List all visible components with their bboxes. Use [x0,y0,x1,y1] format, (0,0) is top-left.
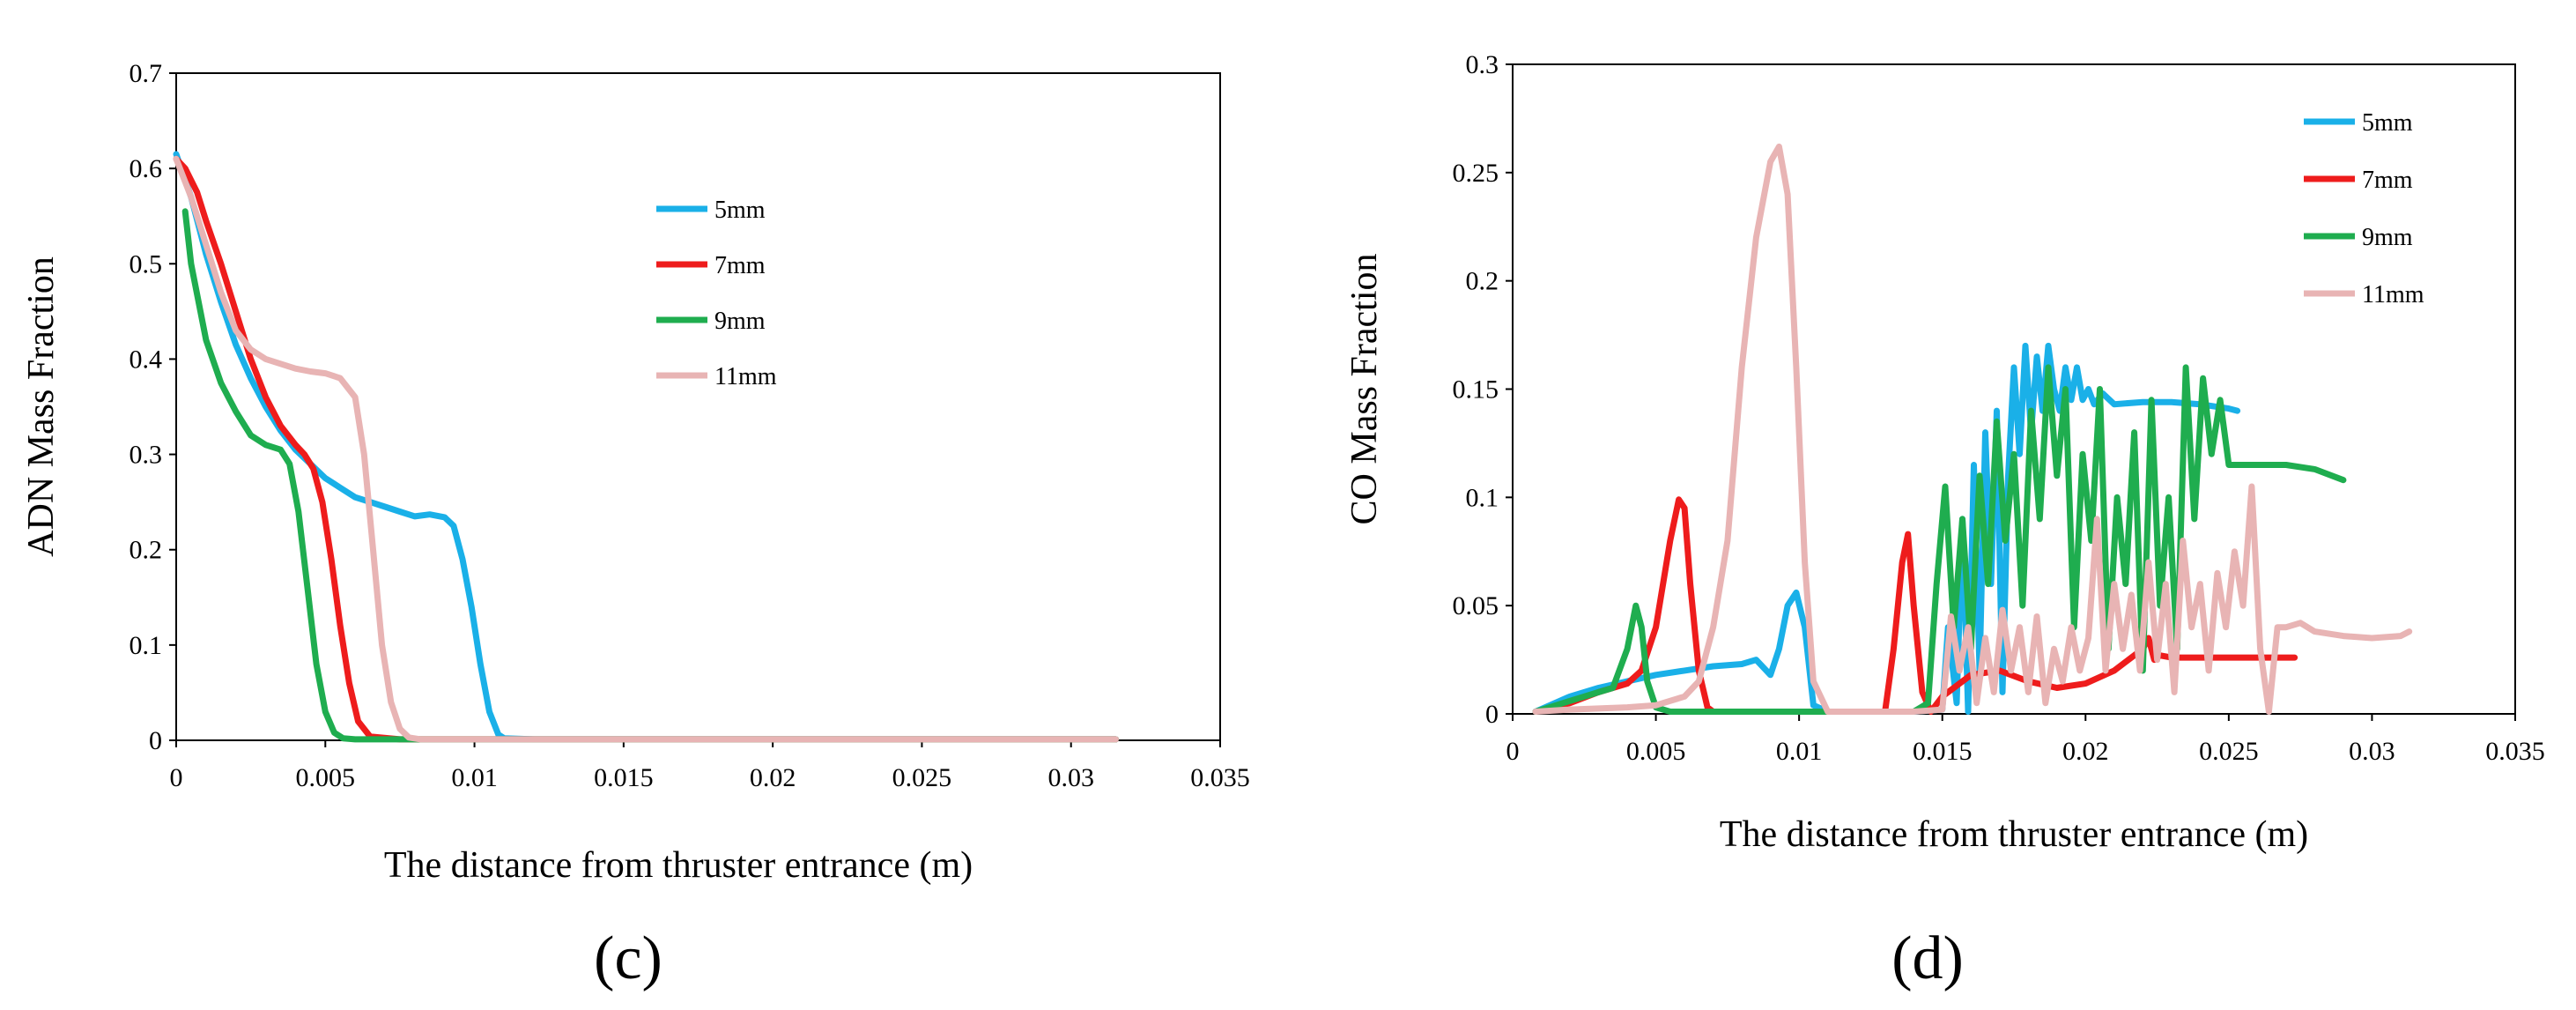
y-tick-label: 0.5 [130,249,163,278]
x-axis-label: The distance from thruster entrance (m) [384,845,973,886]
y-tick-label: 0.2 [1466,267,1499,296]
legend-label-11mm: 11mm [714,363,777,390]
legend-label-5mm: 5mm [714,197,766,224]
legend-label-11mm: 11mm [2362,281,2424,308]
y-tick-label: 0.1 [130,631,163,660]
x-axis-label: The distance from thruster entrance (m) [1720,814,2308,855]
y-tick-label: 0.3 [1466,50,1499,79]
series-line-5mm [1532,342,2241,715]
panel-label-c: (c) [594,925,663,992]
y-tick-label: 0 [149,726,162,755]
x-tick-label: 0.03 [1047,763,1094,792]
legend-label-9mm: 9mm [2362,224,2413,251]
x-tick-label: 0.005 [296,763,356,792]
legend-label-7mm: 7mm [2362,167,2413,194]
y-tick-label: 0.15 [1453,375,1499,405]
x-tick-label: 0.02 [750,763,796,792]
y-axis-label: CO Mass Fraction [1344,254,1385,525]
x-tick-label: 0.03 [2349,737,2395,766]
y-tick-label: 0.4 [130,345,163,374]
x-tick-label: 0 [1506,737,1520,766]
y-tick-label: 0.05 [1453,591,1499,620]
x-tick-label: 0.01 [451,763,498,792]
x-tick-label: 0.015 [1913,737,1973,766]
series-line-11mm [1532,143,2413,715]
chart-c-adn-mass-fraction: 0 0.1 0.2 0.3 0.4 0.5 0.6 0.7 0 0.005 0.01 0.015 0.0… [21,59,1250,886]
y-axis-label: ADN Mass Fraction [21,256,62,557]
x-tick-label: 0.025 [892,763,952,792]
x-tick-label: 0.015 [594,763,654,792]
x-tick-label: 0.025 [2199,737,2259,766]
x-tick-label: 0.035 [1190,763,1250,792]
x-tick-label: 0.035 [2485,737,2545,766]
y-tick-label: 0.6 [130,154,163,183]
panel-label-d: (d) [1891,925,1964,992]
series-line-11mm [173,155,1119,743]
x-tick-label: 0.005 [1626,737,1686,766]
legend-label-5mm: 5mm [2362,109,2413,137]
series-line-9mm [1532,364,2347,715]
legend-label-7mm: 7mm [714,252,766,279]
x-tick-label: 0.02 [2062,737,2109,766]
y-tick-label: 0 [1485,700,1499,729]
y-tick-label: 0.25 [1453,159,1499,188]
y-tick-label: 0.1 [1466,483,1499,512]
y-tick-label: 0.3 [130,441,163,470]
y-tick-label: 0.2 [130,536,163,565]
chart-d-co-mass-fraction: 0 0.05 0.1 0.15 0.2 0.25 0.3 0 0.005 0.01 0.015 0.0… [1344,50,2545,855]
x-tick-label: 0.01 [1776,737,1823,766]
y-tick-label: 0.7 [130,59,163,88]
x-tick-label: 0 [170,763,183,792]
legend-label-9mm: 9mm [714,308,766,335]
